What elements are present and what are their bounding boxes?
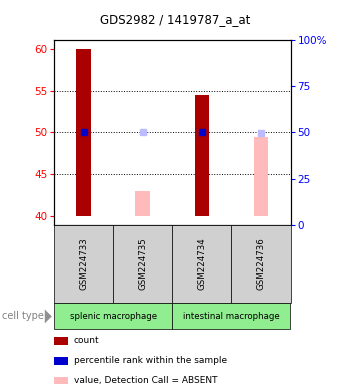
Bar: [76, 49, 91, 216]
Text: splenic macrophage: splenic macrophage: [70, 312, 157, 321]
Bar: [254, 137, 268, 216]
Bar: [135, 191, 150, 216]
Text: percentile rank within the sample: percentile rank within the sample: [74, 356, 227, 366]
Text: GSM224736: GSM224736: [257, 238, 265, 290]
Text: GDS2982 / 1419787_a_at: GDS2982 / 1419787_a_at: [100, 13, 250, 26]
Text: cell type: cell type: [2, 311, 44, 321]
Text: GSM224733: GSM224733: [79, 238, 88, 290]
Bar: [195, 95, 209, 216]
Text: value, Detection Call = ABSENT: value, Detection Call = ABSENT: [74, 376, 217, 384]
Text: intestinal macrophage: intestinal macrophage: [183, 312, 280, 321]
Text: GSM224734: GSM224734: [197, 238, 206, 290]
Text: GSM224735: GSM224735: [138, 238, 147, 290]
Text: count: count: [74, 336, 99, 346]
